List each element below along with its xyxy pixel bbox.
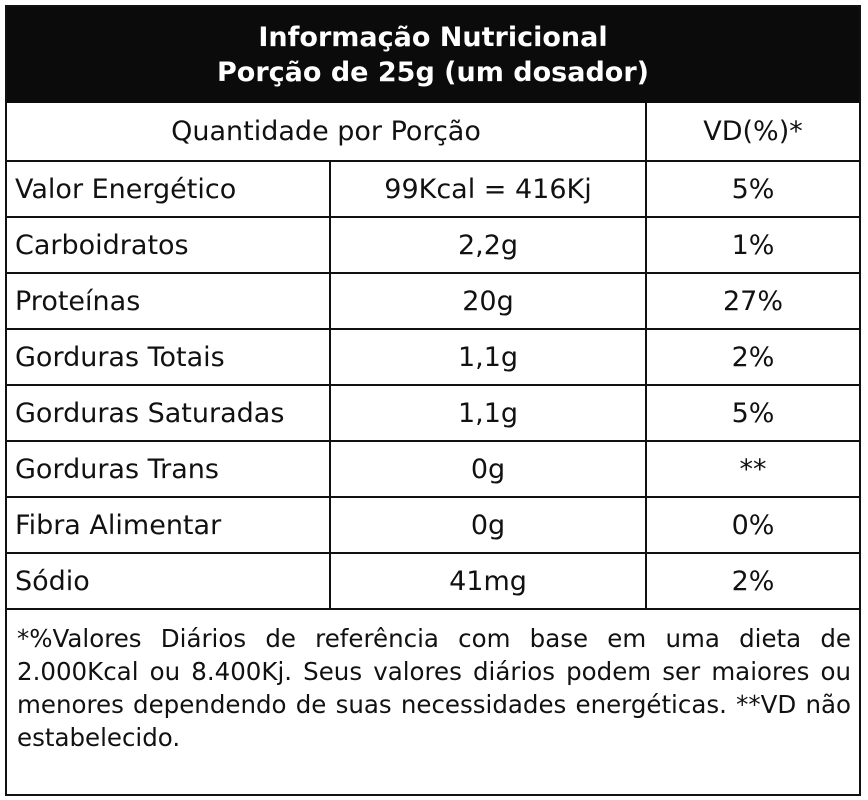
nutrient-name: Gorduras Totais: [7, 328, 331, 386]
nutrient-amount: 1,1g: [328, 384, 648, 442]
nutrient-name: Fibra Alimentar: [7, 496, 331, 554]
footnote-text: *%Valores Diários de referência com base…: [17, 624, 851, 752]
nutrient-vd: 1%: [645, 216, 860, 274]
nutrient-name: Gorduras Saturadas: [7, 384, 331, 442]
nutrient-amount: 20g: [328, 272, 648, 330]
nutrient-amount: 1,1g: [328, 328, 648, 386]
label-header: Informação Nutricional Porção de 25g (um…: [7, 7, 859, 103]
table-row: Valor Energético 99Kcal = 416Kj 5%: [7, 160, 860, 218]
nutrient-amount: 41mg: [328, 552, 648, 610]
nutrition-table: Quantidade por Porção VD(%)* Valor Energ…: [7, 103, 860, 610]
nutrient-name: Sódio: [7, 552, 331, 610]
column-header-quantity: Quantidade por Porção: [7, 103, 648, 162]
nutrient-vd: 5%: [645, 160, 860, 218]
nutrient-vd: 27%: [645, 272, 860, 330]
table-row: Proteínas 20g 27%: [7, 272, 860, 330]
table-row: Gorduras Saturadas 1,1g 5%: [7, 384, 860, 442]
table-row: Carboidratos 2,2g 1%: [7, 216, 860, 274]
nutrient-vd: 2%: [645, 552, 860, 610]
nutrient-vd: **: [645, 440, 860, 498]
nutrient-name: Proteínas: [7, 272, 331, 330]
table-row: Gorduras Trans 0g **: [7, 440, 860, 498]
nutrient-name: Carboidratos: [7, 216, 331, 274]
table-header-row: Quantidade por Porção VD(%)*: [7, 103, 860, 162]
table-row: Gorduras Totais 1,1g 2%: [7, 328, 860, 386]
table-row: Fibra Alimentar 0g 0%: [7, 496, 860, 554]
nutrient-amount: 0g: [328, 440, 648, 498]
label-serving-size: Porção de 25g (um dosador): [217, 57, 649, 88]
nutrient-amount: 2,2g: [328, 216, 648, 274]
nutrient-vd: 0%: [645, 496, 860, 554]
nutrition-facts-label: Informação Nutricional Porção de 25g (um…: [5, 5, 861, 796]
column-header-vd: VD(%)*: [645, 103, 860, 162]
nutrient-name: Valor Energético: [7, 160, 331, 218]
nutrient-amount: 0g: [328, 496, 648, 554]
nutrient-vd: 5%: [645, 384, 860, 442]
nutrient-vd: 2%: [645, 328, 860, 386]
table-row: Sódio 41mg 2%: [7, 552, 860, 610]
nutrient-amount: 99Kcal = 416Kj: [328, 160, 648, 218]
nutrient-name: Gorduras Trans: [7, 440, 331, 498]
label-title: Informação Nutricional: [258, 22, 608, 53]
